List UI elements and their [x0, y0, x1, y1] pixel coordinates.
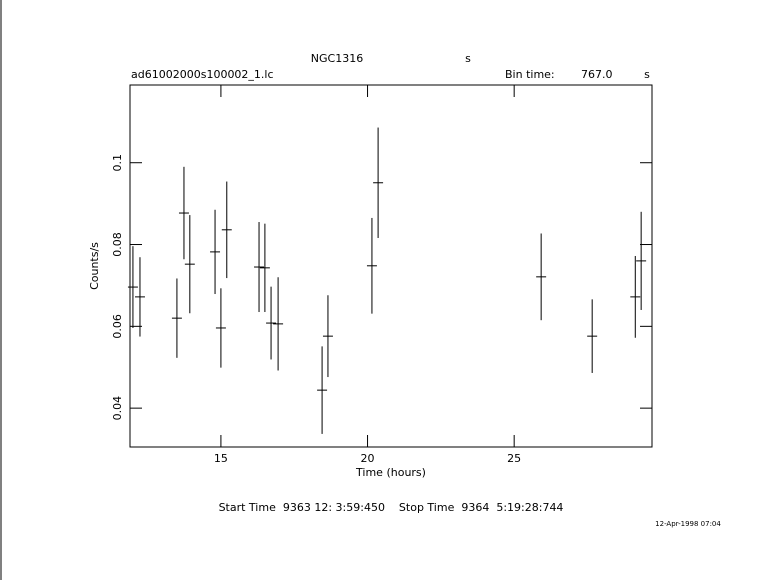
plot-frame [129, 84, 653, 448]
x-tick-label: 15 [214, 452, 228, 465]
chart-title: NGC1316 [311, 52, 363, 65]
footer: Start Time 9363 12: 3:59:450 Stop Time 9… [219, 501, 564, 514]
title-unit: s [465, 52, 471, 65]
x-tick-label: 25 [507, 452, 521, 465]
file-name: ad61002000s100002_1.lc [131, 68, 274, 81]
y-tick-label: 0.1 [111, 154, 124, 172]
y-axis-label: Counts/s [88, 242, 101, 290]
y-tick-label: 0.04 [111, 396, 124, 421]
x-axis-label: Time (hours) [355, 466, 426, 479]
y-tick-label: 0.08 [111, 232, 124, 257]
bin-time: 767.0 [581, 68, 613, 81]
x-tick-label: 20 [361, 452, 375, 465]
bin-time-label: Bin time: [505, 68, 555, 81]
bin-time-unit: s [644, 68, 650, 81]
y-tick-label: 0.06 [111, 314, 124, 339]
date-stamp: 12-Apr-1998 07:04 [655, 520, 721, 528]
